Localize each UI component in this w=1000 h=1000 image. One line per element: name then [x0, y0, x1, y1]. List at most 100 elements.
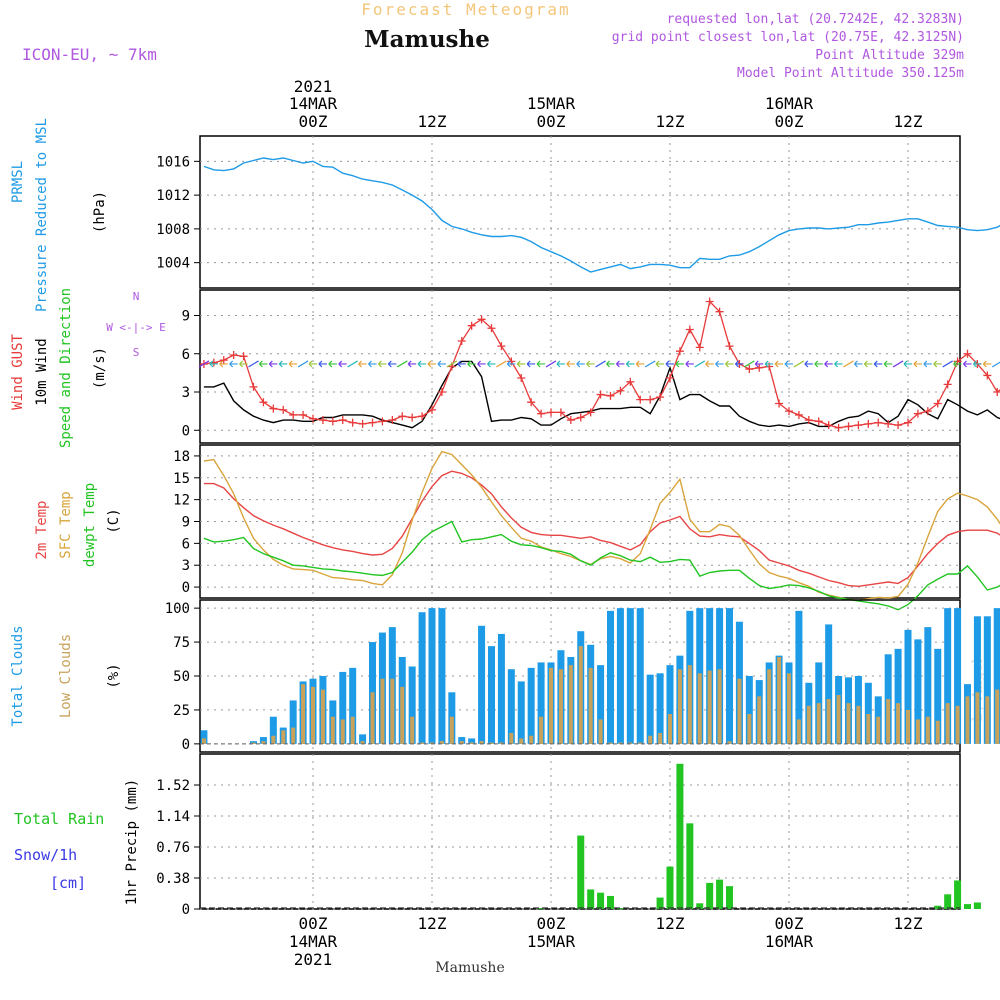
low-cloud-bar	[360, 741, 365, 744]
low-cloud-bar	[598, 719, 603, 744]
total-cloud-bar	[795, 610, 803, 744]
snow-unit-label: [cm]	[50, 874, 86, 892]
total-cloud-bar	[924, 627, 932, 744]
wind-gust-marker	[606, 391, 615, 400]
wind-direction-arrow	[308, 360, 317, 368]
total-cloud-bar	[200, 730, 208, 744]
super-title: Forecast Meteogram	[361, 0, 570, 19]
low-cloud-bar	[866, 714, 871, 744]
model-altitude: Model Point Altitude 350.125m	[737, 66, 964, 81]
low-cloud-bar	[320, 689, 325, 744]
wind-direction-arrow	[586, 360, 595, 368]
wind-direction-arrow	[764, 360, 774, 368]
wind-gust-marker	[685, 325, 694, 334]
wind-direction-arrow	[774, 360, 784, 368]
low-cloud-bar	[737, 678, 742, 744]
top-date-label: 16MAR	[765, 94, 814, 113]
model-label: ICON-EU, ~ 7km	[22, 45, 157, 64]
wind-gust-marker	[497, 342, 506, 351]
rain-bar	[706, 882, 714, 909]
total-cloud-bar	[468, 738, 476, 744]
temp-2m-line	[203, 470, 1000, 588]
wind-gust-marker	[428, 405, 436, 414]
wind-direction-arrow	[972, 360, 982, 368]
low-cloud-bar	[410, 716, 415, 744]
low-cloud-bar	[201, 738, 206, 744]
low-cloud-bar	[558, 669, 563, 744]
low-cloud-bar	[648, 735, 653, 744]
low-cloud-bar	[796, 719, 801, 744]
low-cloud-bar	[915, 719, 920, 744]
wind-direction-arrow	[477, 360, 486, 368]
wind-direction-arrow	[606, 360, 615, 368]
wind-gust-marker	[289, 410, 298, 419]
low-cloud-bar	[311, 686, 315, 744]
bottom-hour-label: 12Z	[894, 914, 923, 933]
bottom-date-label: 15MAR	[527, 932, 576, 951]
low-cloud-bar	[846, 703, 851, 744]
low-cloud-bar	[687, 665, 692, 744]
precip-panel: 0 0.38 0.76 1.14 1.52 Total Rain Snow/1h [cm]	[14, 753, 981, 918]
total-cloud-bar	[607, 610, 614, 744]
wind-gust-marker	[348, 418, 357, 427]
low-cloud-bar	[677, 669, 682, 744]
wind-direction-arrow	[814, 360, 823, 368]
y-tick-label: 3	[182, 385, 190, 401]
wind-direction-arrow	[991, 361, 1000, 368]
total-cloud-bar	[597, 665, 605, 744]
rain-bar	[577, 835, 585, 909]
prmsl-line	[203, 157, 1000, 273]
y-tick-label: 3	[182, 558, 190, 574]
wind-speed-axis-title: 10m Wind	[34, 338, 50, 405]
total-cloud-bar	[934, 648, 942, 744]
wind-direction-arrow	[377, 360, 387, 368]
wind-direction-arrow	[248, 360, 259, 368]
rain-bar	[656, 897, 664, 909]
wind-direction-arrow	[793, 360, 805, 368]
wind-gust-marker	[814, 417, 823, 426]
wind-gust-marker	[775, 399, 784, 408]
wind-gust-marker	[378, 417, 387, 426]
compass-east-west: W <-|-> E	[106, 321, 166, 334]
low-cloud-bar	[955, 705, 960, 744]
wind-direction-arrow	[347, 360, 358, 368]
total-cloud-bar	[517, 681, 525, 744]
wind-direction-arrow	[239, 360, 248, 368]
low-cloud-bar	[896, 703, 901, 744]
low-cloud-bar	[539, 716, 544, 744]
y-tick-label: 25	[173, 703, 190, 719]
pressure-panel: 1004 1008 1012 1016	[156, 135, 1000, 289]
wind-direction-arrow	[675, 360, 684, 368]
top-year-label: 2021	[294, 77, 333, 96]
wind-direction-arrow	[268, 360, 278, 368]
y-tick-label: 75	[173, 635, 190, 651]
y-tick-label: 0.76	[156, 840, 190, 856]
wind-direction-arrow	[953, 360, 962, 368]
total-cloud-bar	[507, 669, 515, 744]
wind-gust-marker	[755, 363, 764, 372]
top-hour-label: 12Z	[656, 112, 685, 131]
wind-panel: 0 3 6 9	[182, 289, 1000, 444]
wind-gust-marker	[844, 422, 853, 431]
total-cloud-bar	[408, 666, 416, 744]
wind-gust-marker	[785, 407, 793, 416]
low-cloud-bar	[350, 716, 355, 744]
y-tick-label: 1016	[156, 154, 190, 170]
wind-gust-marker	[695, 343, 704, 352]
wind-gust-marker	[219, 356, 228, 365]
wind-direction-arrow	[595, 360, 606, 368]
wind-direction-arrow	[705, 360, 714, 368]
temperature-panel: 0 3 6 9 12 15 18	[173, 444, 1000, 611]
wind-gust-marker	[923, 407, 932, 416]
y-tick-label: 0	[182, 423, 190, 439]
low-cloud-bar	[638, 742, 643, 744]
low-clouds-axis-title: Low Clouds	[58, 634, 74, 718]
low-cloud-bar	[261, 741, 266, 744]
wind-direction-arrow	[536, 360, 546, 368]
total-cloud-bar	[656, 673, 664, 744]
wind-direction-arrow	[457, 360, 466, 368]
wind-gust-marker	[269, 404, 278, 413]
wind-gust-marker	[933, 399, 942, 408]
y-tick-label: 9	[182, 309, 190, 325]
bottom-year-label: 2021	[294, 950, 333, 969]
